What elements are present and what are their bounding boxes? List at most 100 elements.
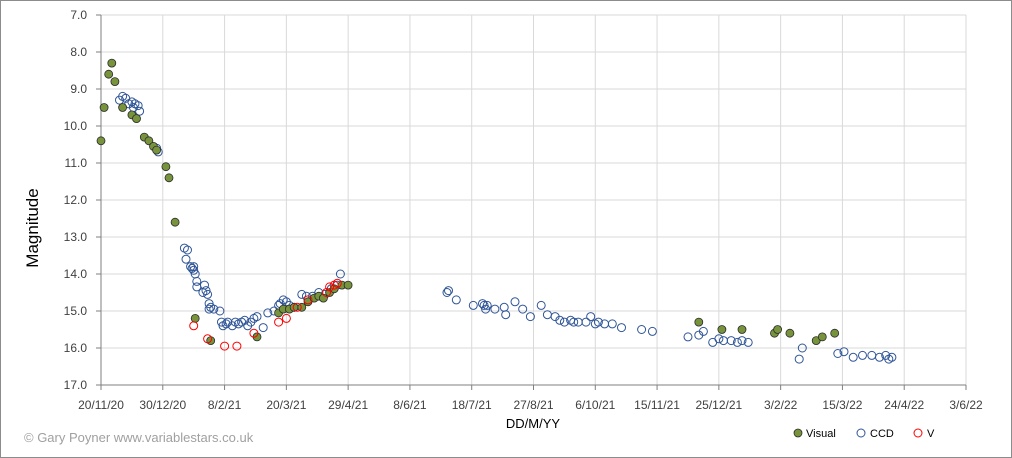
point-v [232, 341, 242, 351]
legend-label-v: V [927, 428, 935, 440]
point-visual [99, 103, 109, 112]
point-ccd [501, 310, 511, 320]
point-ccd [698, 326, 708, 336]
point-ccd [135, 106, 145, 116]
point-ccd [442, 288, 452, 297]
legend-marker-visual [793, 428, 803, 438]
point-ccd [490, 304, 500, 314]
point-ccd [732, 337, 742, 347]
x-tick-label: 24/4/22 [884, 398, 924, 412]
point-ccd [743, 337, 753, 347]
point-ccd [607, 319, 617, 329]
point-visual [343, 280, 353, 290]
y-tick-label: 10.0 [64, 119, 88, 133]
point-v [274, 317, 284, 327]
legend-label-ccd: CCD [870, 428, 894, 440]
y-tick-label: 8.0 [70, 45, 87, 59]
y-tick-label: 15.0 [64, 304, 88, 318]
x-tick-label: 30/12/20 [139, 398, 186, 412]
point-visual [190, 313, 200, 323]
point-ccd [468, 300, 478, 310]
point-visual [170, 217, 180, 227]
point-v [249, 328, 259, 338]
point-ccd [444, 286, 453, 296]
point-visual [118, 103, 127, 112]
x-tick-label: 3/6/22 [949, 398, 983, 412]
point-ccd [181, 254, 191, 264]
point-ccd [573, 317, 583, 327]
point-ccd [200, 280, 209, 290]
point-ccd [542, 310, 552, 320]
point-visual [830, 328, 840, 338]
point-ccd [867, 350, 877, 360]
point-visual [694, 317, 704, 327]
y-tick-label: 13.0 [64, 230, 88, 244]
y-tick-label: 12.0 [64, 193, 88, 207]
x-tick-label: 8/6/21 [393, 398, 427, 412]
point-ccd [451, 295, 461, 305]
point-ccd [797, 343, 807, 353]
point-ccd [593, 317, 603, 327]
point-ccd [848, 352, 858, 362]
point-ccd [183, 245, 192, 255]
point-ccd [555, 315, 565, 325]
point-ccd [192, 276, 202, 286]
x-tick-label: 8/2/21 [208, 398, 242, 412]
x-tick-label: 15/3/22 [822, 398, 862, 412]
y-tick-label: 9.0 [70, 82, 87, 96]
gridlines [101, 14, 967, 385]
point-ccd [569, 317, 579, 327]
point-ccd [203, 289, 213, 299]
legend-label-visual: Visual [806, 428, 836, 440]
point-visual [96, 136, 106, 146]
point-visual [785, 328, 795, 338]
x-axis-title: DD/M/YY [506, 416, 561, 431]
point-ccd [726, 336, 736, 346]
point-v [303, 295, 313, 305]
y-axis-title: Magnitude [23, 188, 42, 267]
point-v [322, 288, 331, 297]
point-ccd [737, 336, 747, 346]
point-ccd [510, 297, 520, 307]
point-ccd [536, 300, 546, 310]
point-ccd [719, 336, 728, 346]
x-tick-label: 15/11/21 [634, 398, 680, 412]
x-tick-label: 20/11/20 [78, 398, 124, 412]
point-ccd [839, 347, 849, 357]
point-ccd [858, 350, 867, 360]
point-ccd [683, 332, 693, 342]
point-ccd [525, 312, 535, 322]
legend-marker-ccd [856, 428, 866, 438]
point-ccd [518, 304, 528, 314]
point-visual [737, 325, 747, 334]
point-ccd [221, 319, 231, 329]
point-visual [717, 325, 727, 334]
x-tick-label: 18/7/21 [452, 398, 492, 412]
y-tick-label: 11.0 [65, 156, 88, 170]
point-v [189, 321, 199, 331]
point-ccd [875, 352, 884, 362]
point-ccd [714, 334, 724, 344]
point-visual [110, 77, 120, 86]
point-ccd [499, 302, 509, 312]
axes [96, 14, 967, 390]
point-ccd [559, 317, 569, 327]
point-v [203, 334, 213, 344]
point-ccd [482, 300, 492, 310]
legend-marker-v [913, 428, 923, 438]
y-tick-label: 14.0 [64, 267, 88, 281]
x-tick-label: 27/8/21 [513, 398, 553, 412]
point-ccd [586, 312, 596, 322]
y-tick-label: 7.0 [70, 8, 87, 22]
point-ccd [887, 352, 897, 362]
point-v [332, 278, 342, 288]
point-ccd [617, 323, 626, 333]
point-ccd [209, 304, 219, 314]
point-visual [132, 114, 141, 123]
point-ccd [133, 101, 143, 111]
point-ccd [215, 306, 225, 316]
point-v [292, 302, 302, 312]
point-v [220, 341, 230, 351]
point-visual [144, 136, 154, 146]
